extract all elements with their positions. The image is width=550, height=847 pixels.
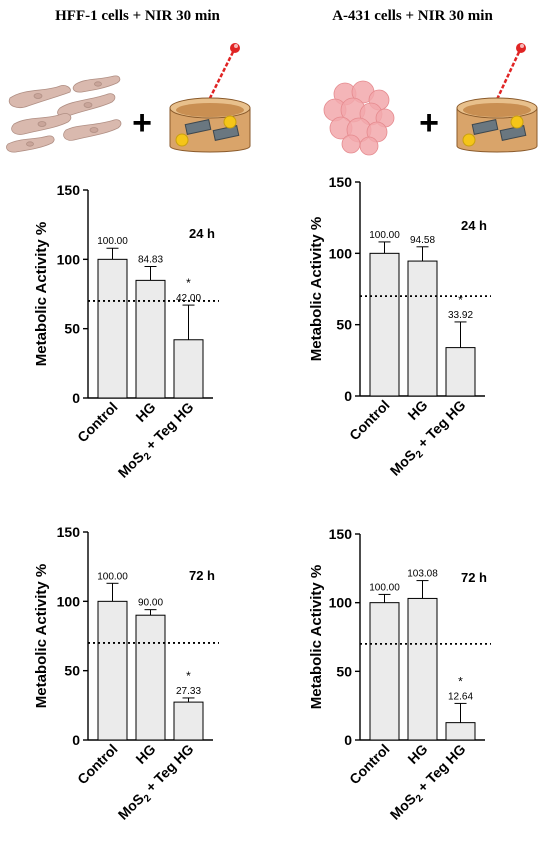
- data-label: 100.00: [369, 582, 400, 593]
- y-axis-title: Metabolic Activity %: [308, 565, 325, 709]
- data-label: 103.08: [407, 569, 438, 580]
- bar: [97, 258, 128, 399]
- y-tick-label: 50: [64, 321, 80, 337]
- bar: [445, 722, 476, 741]
- x-tick-label: Control: [74, 741, 121, 788]
- x-tick-label: Control: [346, 397, 393, 444]
- y-tick-label: 150: [57, 182, 81, 198]
- time-annotation: 24 h: [189, 226, 215, 241]
- y-axis-title: Metabolic Activity %: [33, 222, 50, 366]
- y-tick-label: 100: [57, 593, 81, 609]
- bar: [407, 597, 438, 741]
- data-label: 90.00: [138, 598, 163, 609]
- bar: [97, 600, 128, 741]
- significance-marker: *: [186, 276, 191, 290]
- x-tick-label: HG: [404, 741, 430, 767]
- bar: [173, 701, 204, 741]
- bar: [369, 252, 400, 397]
- tumor-spheroid-icon: [323, 80, 395, 156]
- data-label: 12.64: [448, 691, 473, 702]
- data-label: 94.58: [410, 235, 435, 246]
- y-tick-label: 50: [64, 663, 80, 679]
- time-annotation: 24 h: [461, 218, 487, 233]
- y-tick-label: 100: [329, 595, 353, 611]
- y-tick-label: 50: [336, 317, 352, 333]
- y-tick-label: 0: [72, 732, 80, 748]
- bar: [173, 339, 204, 399]
- hydrogel-dish-with-laser-icon: [169, 43, 251, 153]
- chart-hff1-24h: 0 50 100 150 Metabolic Activity % 100.00 Contr…: [33, 182, 219, 481]
- y-axis-title: Metabolic Activity %: [308, 217, 325, 361]
- x-tick-label: Control: [346, 741, 393, 788]
- y-tick-label: 0: [72, 390, 80, 406]
- panel-title-hff1: HFF-1 cells + NIR 30 min: [55, 8, 220, 24]
- data-label: 100.00: [97, 236, 128, 247]
- illustration-a431: +: [323, 43, 538, 156]
- significance-marker: *: [458, 293, 463, 307]
- bar: [135, 279, 166, 399]
- y-tick-label: 150: [329, 526, 353, 542]
- time-annotation: 72 h: [461, 570, 487, 585]
- data-label: 33.92: [448, 310, 473, 321]
- bar: [135, 614, 166, 741]
- significance-marker: *: [186, 669, 191, 683]
- y-tick-label: 100: [57, 251, 81, 267]
- y-tick-label: 100: [329, 245, 353, 261]
- x-tick-label: HG: [132, 399, 158, 425]
- bar: [369, 602, 400, 741]
- x-tick-label: HG: [404, 397, 430, 423]
- data-label: 100.00: [97, 571, 128, 582]
- plus-sign: +: [132, 104, 152, 142]
- plus-sign: +: [419, 104, 439, 142]
- y-axis-title: Metabolic Activity %: [33, 564, 50, 708]
- data-label: 42.00: [176, 293, 201, 304]
- significance-marker: *: [458, 674, 463, 688]
- fibroblast-cells-icon: [6, 75, 122, 153]
- chart-a431-24h: 0 50 100 150 Metabolic Activity % 100.00 Contr…: [308, 174, 491, 479]
- data-label: 84.83: [138, 255, 163, 266]
- illustration-hff1: +: [6, 43, 251, 153]
- chart-a431-72h: 0 50 100 150 Metabolic Activity % 100.00 Contr…: [308, 526, 491, 823]
- y-tick-label: 0: [344, 732, 352, 748]
- y-tick-label: 50: [336, 663, 352, 679]
- time-annotation: 72 h: [189, 568, 215, 583]
- data-label: 27.33: [176, 686, 201, 697]
- chart-hff1-72h: 0 50 100 150 Metabolic Activity % 100.00 Contr…: [33, 524, 219, 823]
- bar: [445, 347, 476, 397]
- y-tick-label: 150: [57, 524, 81, 540]
- x-tick-label: Control: [74, 399, 121, 446]
- hydrogel-dish-with-laser-icon: [456, 43, 538, 153]
- y-tick-label: 150: [329, 174, 353, 190]
- bar: [407, 260, 438, 397]
- x-tick-label: HG: [132, 741, 158, 767]
- data-label: 100.00: [369, 230, 400, 241]
- panel-title-a431: A-431 cells + NIR 30 min: [332, 8, 493, 24]
- y-tick-label: 0: [344, 388, 352, 404]
